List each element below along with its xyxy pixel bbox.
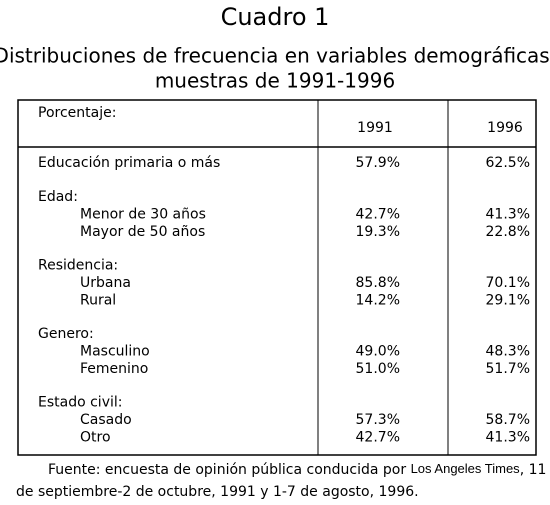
row-label: Femenino <box>80 361 148 377</box>
table-border <box>17 99 537 456</box>
row-label: Rural <box>80 293 116 309</box>
group-label: Edad: <box>38 189 78 205</box>
cell-value: 51.7% <box>486 361 530 377</box>
cell-value: 41.3% <box>486 430 530 446</box>
cell-value: 49.0% <box>356 344 400 360</box>
group-label: Educación primaria o más <box>38 155 220 171</box>
row-label: Menor de 30 años <box>80 207 206 223</box>
cell-value: 48.3% <box>486 344 530 360</box>
column-header: 1996 <box>487 120 523 136</box>
group-label: Estado civil: <box>38 395 122 411</box>
source-emphasis: Los Angeles Times <box>411 461 521 476</box>
header-label: Porcentaje: <box>38 105 116 121</box>
row-label: Otro <box>80 430 111 446</box>
cell-value: 58.7% <box>486 412 530 428</box>
group-label: Genero: <box>38 326 94 342</box>
row-label: Urbana <box>80 275 131 291</box>
cell-value: 42.7% <box>356 430 400 446</box>
cell-value: 22.8% <box>486 224 530 240</box>
column-header: 1991 <box>357 120 393 136</box>
source: Fuente: encuesta de opinión pública cond… <box>48 461 546 478</box>
cell-value: 29.1% <box>486 293 530 309</box>
cell-value: 41.3% <box>486 207 530 223</box>
row-label: Casado <box>80 412 132 428</box>
cell-value: 14.2% <box>356 293 400 309</box>
source-text: , 11 <box>520 462 547 478</box>
source: de septiembre-2 de octubre, 1991 y 1-7 d… <box>16 484 419 500</box>
subtitle: muestras de 1991-1996 <box>155 69 395 93</box>
cell-value: 57.9% <box>356 155 400 171</box>
cell-value: 85.8% <box>356 275 400 291</box>
row-label: Masculino <box>80 344 150 360</box>
cell-value: 57.3% <box>356 412 400 428</box>
cell-value: 62.5% <box>486 155 530 171</box>
title: Cuadro 1 <box>221 3 330 31</box>
cell-value: 70.1% <box>486 275 530 291</box>
cell-value: 19.3% <box>356 224 400 240</box>
subtitle: Distribuciones de frecuencia en variable… <box>0 44 550 68</box>
group-label: Residencia: <box>38 258 118 274</box>
source-text: Fuente: encuesta de opinión pública cond… <box>48 462 411 478</box>
cell-value: 42.7% <box>356 207 400 223</box>
cell-value: 51.0% <box>356 361 400 377</box>
row-label: Mayor de 50 años <box>80 224 205 240</box>
